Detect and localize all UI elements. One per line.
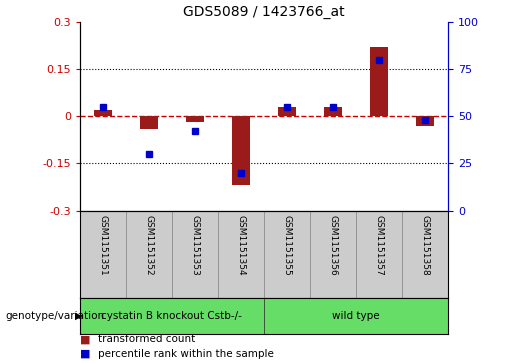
Bar: [310, 211, 356, 298]
Bar: [324, 107, 342, 116]
Text: cystatin B knockout Cstb-/-: cystatin B knockout Cstb-/-: [101, 311, 243, 321]
Text: GSM1151355: GSM1151355: [282, 215, 291, 276]
Bar: [126, 211, 172, 298]
Text: transformed count: transformed count: [98, 334, 195, 344]
Text: ■: ■: [80, 349, 90, 359]
Bar: [264, 211, 310, 298]
Bar: [402, 211, 448, 298]
Title: GDS5089 / 1423766_at: GDS5089 / 1423766_at: [183, 5, 345, 19]
Bar: [80, 211, 126, 298]
Bar: [278, 107, 296, 116]
Bar: [218, 211, 264, 298]
Text: wild type: wild type: [332, 311, 380, 321]
Bar: [356, 211, 402, 298]
Text: genotype/variation: genotype/variation: [5, 311, 104, 321]
Bar: [80, 298, 264, 334]
Text: GSM1151353: GSM1151353: [191, 215, 199, 276]
Bar: [186, 116, 204, 122]
Text: percentile rank within the sample: percentile rank within the sample: [98, 349, 274, 359]
Bar: [140, 116, 158, 129]
Text: GSM1151354: GSM1151354: [236, 215, 246, 276]
Text: GSM1151352: GSM1151352: [144, 215, 153, 276]
Text: ▶: ▶: [75, 311, 82, 321]
Text: GSM1151356: GSM1151356: [329, 215, 337, 276]
Bar: [264, 298, 448, 334]
Text: GSM1151358: GSM1151358: [421, 215, 430, 276]
Bar: [232, 116, 250, 185]
Text: ■: ■: [80, 334, 90, 344]
Text: GSM1151351: GSM1151351: [98, 215, 107, 276]
Bar: [172, 211, 218, 298]
Bar: [416, 116, 434, 126]
Bar: [370, 47, 388, 116]
Bar: [94, 110, 112, 116]
Text: GSM1151357: GSM1151357: [374, 215, 384, 276]
